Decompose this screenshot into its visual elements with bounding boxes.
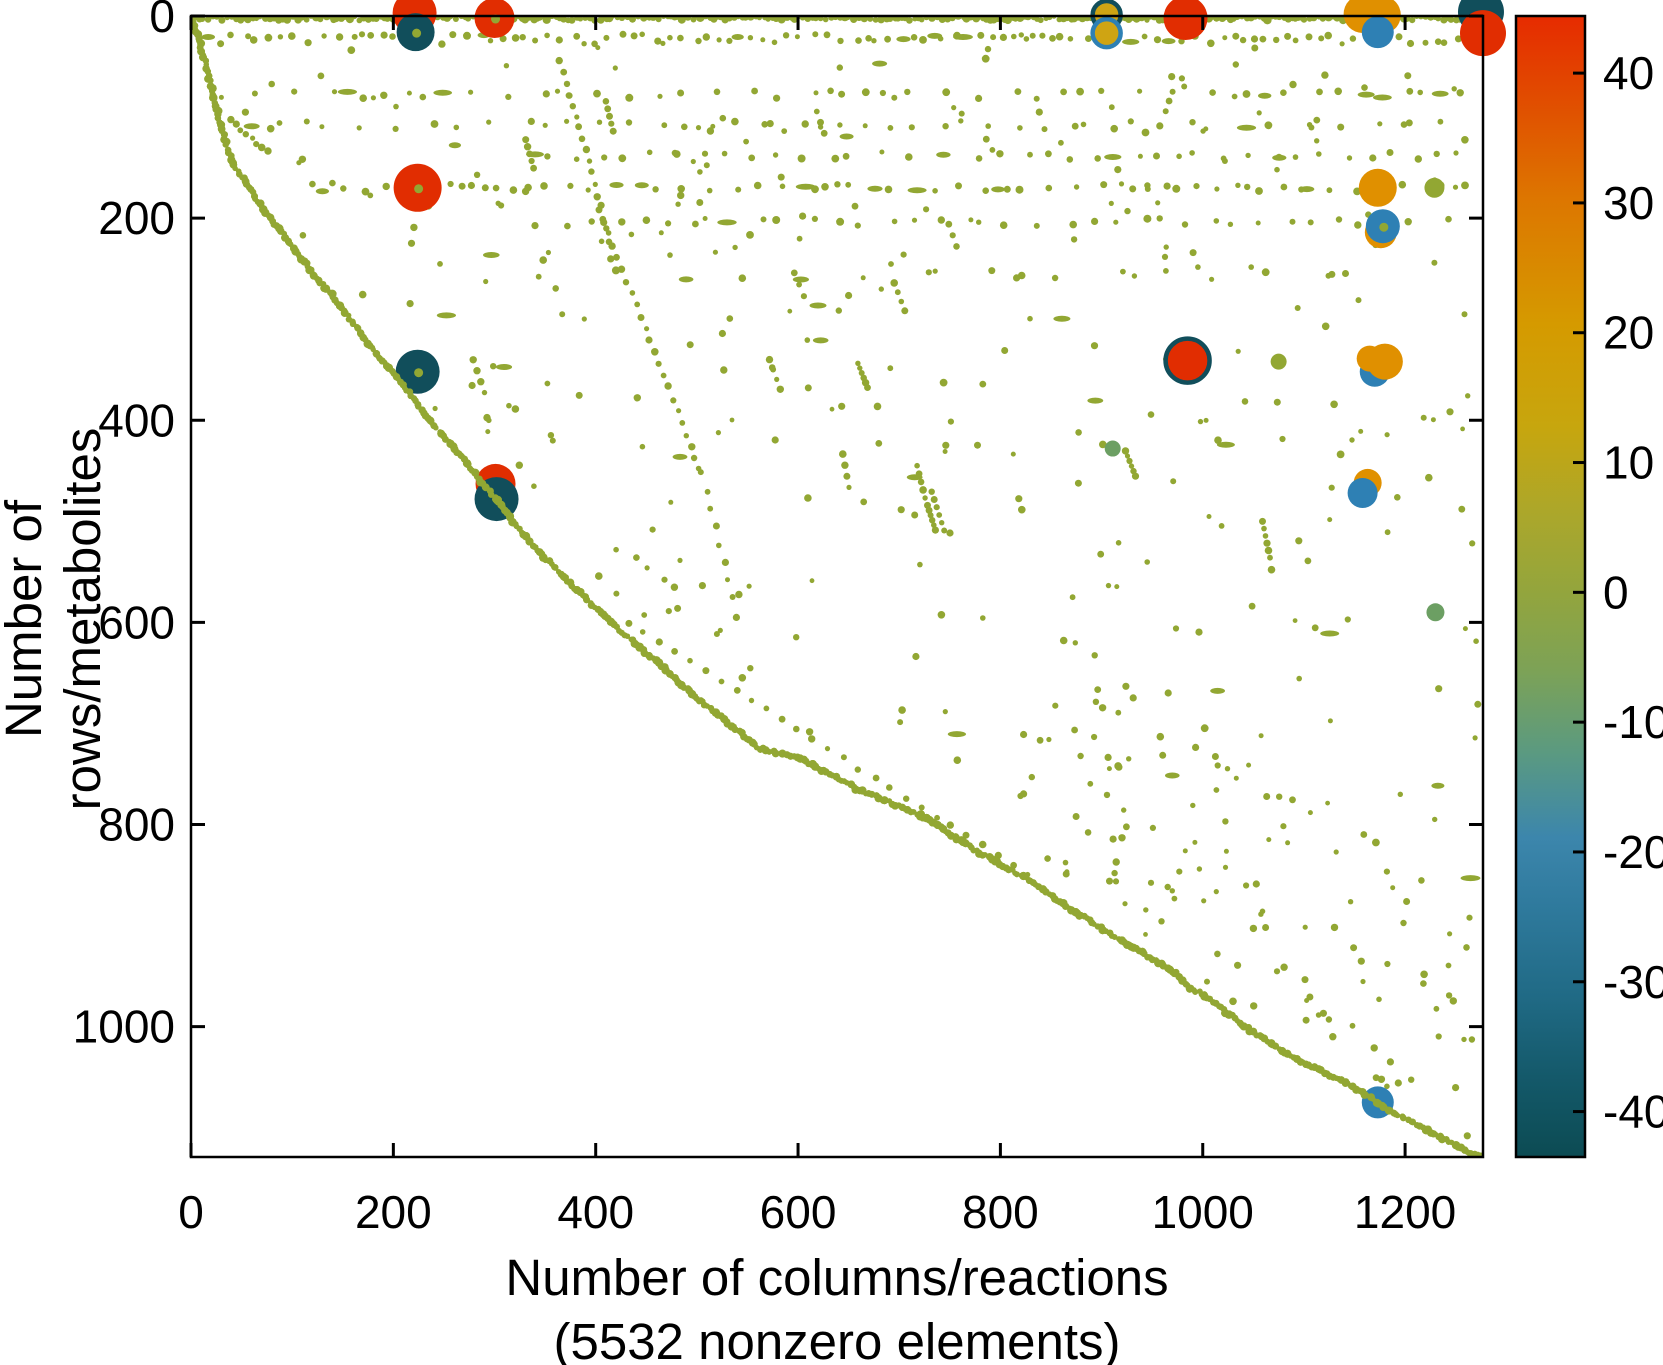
x-tick-label: 400 xyxy=(557,1186,634,1238)
x-tick-label: 1000 xyxy=(1152,1186,1254,1238)
x-tick-label: 1200 xyxy=(1354,1186,1456,1238)
matrix-entry-marker xyxy=(1090,16,1123,50)
y-tick-label: 200 xyxy=(98,192,175,244)
colorbar-tick-label: 10 xyxy=(1603,437,1654,489)
matrix-entry-marker xyxy=(1366,343,1403,380)
colorbar-tick-label: 0 xyxy=(1603,566,1629,618)
sparse-pattern-layer xyxy=(191,16,1483,1157)
medium-dot xyxy=(1426,603,1445,622)
axes-layer: 0 200 400 600 800 1000 1200 0 200 400 600 800 1000 xyxy=(73,0,1485,1238)
matrix-entry-marker xyxy=(1347,478,1378,509)
colorbar-tick-label: -10 xyxy=(1603,696,1663,748)
matrix-entry-marker xyxy=(1358,168,1397,207)
x-axis-subtitle: (5532 nonzero elements) xyxy=(553,1313,1121,1365)
colorbar-gradient xyxy=(1514,14,1587,1159)
y-tick-label: 600 xyxy=(98,596,175,648)
matrix-entry-marker xyxy=(1163,336,1212,385)
y-tick-label: 1000 xyxy=(73,1001,175,1053)
big-marker-layer xyxy=(392,0,1506,1119)
colorbar-tick-label: 40 xyxy=(1603,47,1654,99)
x-tick-label: 200 xyxy=(355,1186,432,1238)
x-tick-label: 0 xyxy=(178,1186,204,1238)
x-tick-label: 600 xyxy=(760,1186,837,1238)
medium-dot xyxy=(1104,440,1121,457)
colorbar-tick-label: 30 xyxy=(1603,177,1654,229)
colorbar-tick-label: -30 xyxy=(1603,956,1663,1008)
medium-dot xyxy=(1270,353,1287,370)
matrix-entry-marker xyxy=(1361,16,1394,49)
x-axis-title: Number of columns/reactions xyxy=(505,1249,1169,1306)
y-tick-label: 0 xyxy=(149,0,175,42)
colorbar: 40 30 20 10 0 -10 -20 -30 -40 xyxy=(1514,14,1663,1159)
colorbar-tick-label: 20 xyxy=(1603,307,1654,359)
colorbar-tick-label: -20 xyxy=(1603,826,1663,878)
y-tick-label: 800 xyxy=(98,799,175,851)
y-axis-title: Number of rows/metabolites xyxy=(0,427,111,811)
medium-dot xyxy=(1424,177,1445,198)
staircase-overlay-layer xyxy=(191,19,1483,1157)
y-tick-label: 400 xyxy=(98,394,175,446)
x-tick-label: 800 xyxy=(962,1186,1039,1238)
colorbar-tick-label: -40 xyxy=(1603,1086,1663,1138)
matrix-entry-marker xyxy=(1163,0,1208,41)
